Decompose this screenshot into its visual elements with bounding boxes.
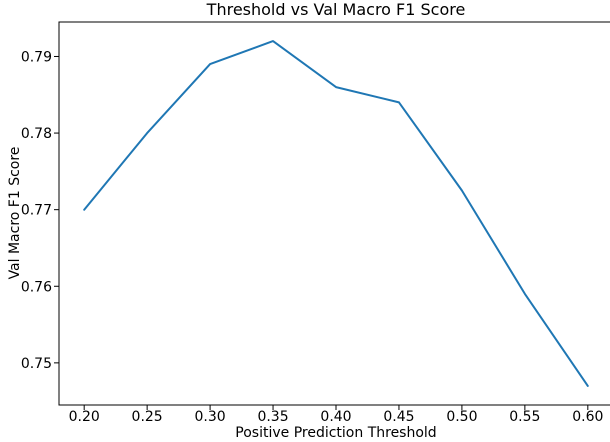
y-tick-label: 0.76 (21, 279, 52, 295)
x-tick-label: 0.35 (257, 409, 288, 425)
x-tick-label: 0.55 (509, 409, 540, 425)
x-tick-label: 0.20 (69, 409, 100, 425)
x-tick-label: 0.25 (132, 409, 163, 425)
axes-frame (58, 21, 610, 406)
x-tick-label: 0.45 (383, 409, 414, 425)
f1-score-line (83, 40, 589, 387)
x-tick-label: 0.50 (446, 409, 477, 425)
y-tick-label: 0.78 (21, 126, 52, 142)
x-axis-label: Positive Prediction Threshold (235, 425, 437, 441)
chart-title: Threshold vs Val Macro F1 Score (206, 0, 466, 19)
y-tick-label: 0.75 (21, 356, 52, 372)
x-tick-label: 0.30 (195, 409, 226, 425)
y-tick-label: 0.79 (21, 49, 52, 65)
x-tick-label: 0.60 (572, 409, 603, 425)
y-tick-label: 0.77 (21, 203, 52, 219)
x-tick-label: 0.40 (320, 409, 351, 425)
